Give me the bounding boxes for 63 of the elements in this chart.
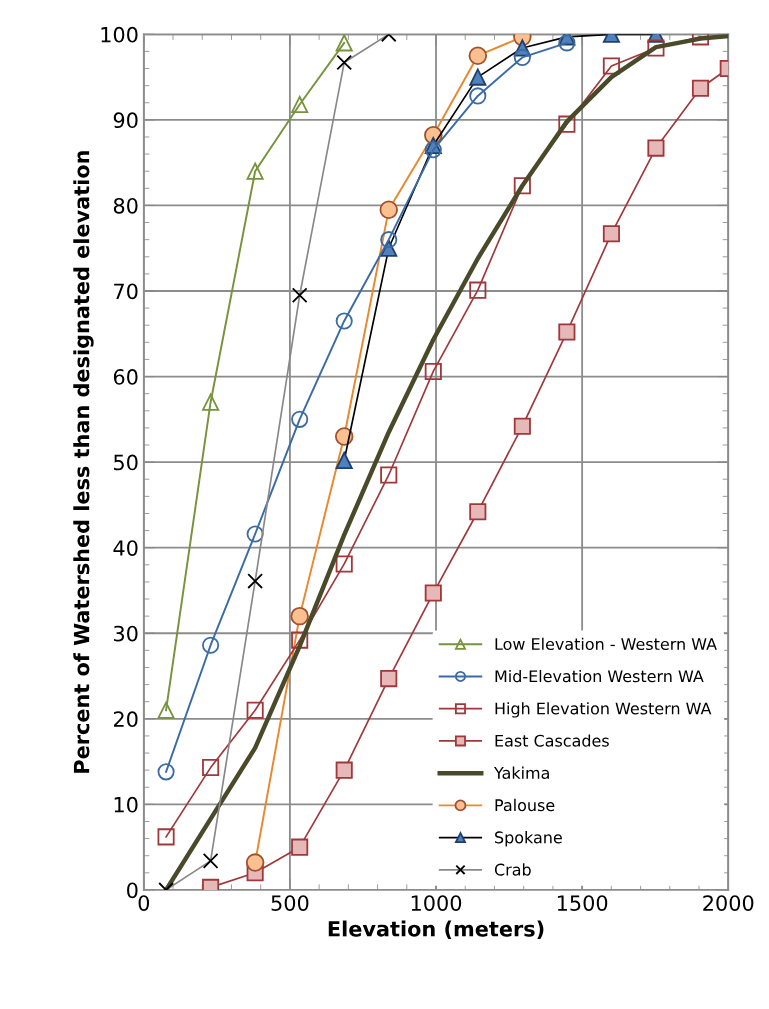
y-tick-label: 10 — [114, 796, 138, 813]
point — [691, 79, 710, 97]
y-tick-label: 70 — [114, 283, 138, 300]
point — [157, 701, 175, 719]
point — [602, 225, 620, 243]
point — [246, 701, 264, 719]
legend-label: Yakima — [493, 766, 549, 779]
point — [202, 393, 220, 411]
point — [380, 670, 398, 688]
point — [513, 48, 531, 66]
point — [380, 231, 398, 249]
y-tick-label: 40 — [113, 540, 138, 556]
legend-label: Low Elevation - Western WA — [495, 637, 717, 651]
point — [424, 362, 442, 380]
point — [424, 141, 442, 159]
x-tick-label: 0 — [138, 895, 150, 911]
y-tick-label: 30 — [114, 625, 138, 642]
point — [246, 162, 264, 180]
point — [513, 417, 531, 435]
point — [469, 281, 487, 299]
point — [380, 466, 398, 484]
y-tick-label: 20 — [113, 711, 138, 728]
legend-label: High Elevation Western WA — [495, 702, 712, 718]
point — [291, 631, 309, 649]
point — [513, 177, 531, 195]
y-tick-label: 80 — [113, 197, 138, 214]
point — [202, 636, 220, 654]
point — [558, 323, 576, 341]
y-tick-label: 100 — [101, 26, 138, 43]
legend-label: Crab — [494, 863, 531, 876]
point — [291, 838, 309, 856]
legend-label: Mid-Elevation Western WA — [495, 669, 704, 683]
point — [424, 584, 442, 602]
point — [291, 95, 309, 114]
point — [157, 763, 175, 781]
legend-label: East Cascades — [495, 734, 609, 747]
point — [335, 312, 353, 330]
x-tick-label: 1500 — [557, 895, 608, 911]
point — [602, 57, 620, 75]
x-tick-label: 1000 — [411, 895, 462, 911]
y-axis-title: Percent of Watershed less than designated elevation — [73, 151, 94, 773]
legend-label: Spokane — [495, 831, 562, 847]
point — [469, 503, 487, 521]
point — [335, 555, 353, 573]
point — [246, 525, 264, 543]
x-axis-title: Elevation (meters) — [328, 920, 544, 940]
legend-label: Palouse — [495, 798, 555, 812]
point — [335, 34, 353, 52]
y-tick-label: 60 — [113, 369, 138, 385]
x-tick-label: 500 — [271, 895, 309, 911]
point — [202, 759, 220, 777]
y-tick-label: 50 — [114, 454, 138, 471]
point — [469, 87, 487, 105]
point — [647, 39, 665, 57]
point — [157, 828, 175, 846]
point — [335, 761, 353, 779]
point — [558, 34, 576, 52]
y-tick-label: 0 — [127, 882, 138, 899]
point — [558, 115, 576, 133]
y-tick-label: 90 — [113, 112, 138, 129]
point — [291, 410, 309, 428]
point — [647, 139, 665, 157]
x-tick-label: 2000 — [703, 895, 754, 911]
